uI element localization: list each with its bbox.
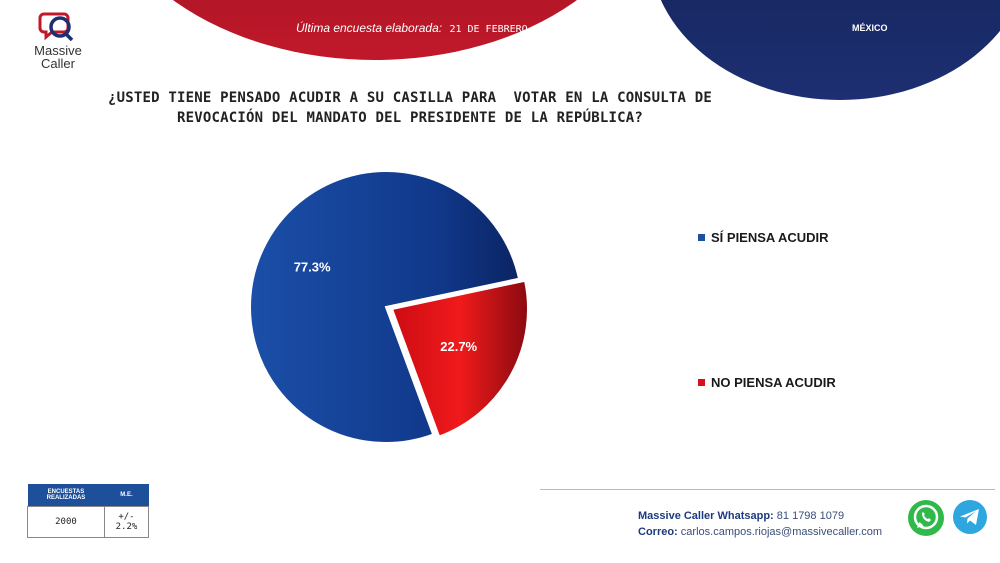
logo-text-caller: Caller bbox=[41, 56, 75, 71]
pie-slice-si bbox=[249, 170, 521, 444]
pie-labels: 77.3% 22.7% bbox=[294, 259, 478, 353]
country-label: MÉXICO bbox=[852, 23, 888, 33]
survey-question: ¿USTED TIENE PENSADO ACUDIR A SU CASILLA… bbox=[30, 88, 790, 128]
survey-date-label: Última encuesta elaborada: bbox=[296, 21, 443, 35]
whatsapp-icon[interactable] bbox=[907, 499, 945, 537]
logo-text-massive: Massive bbox=[34, 43, 82, 58]
contact-whatsapp-row: Massive Caller Whatsapp: 81 1798 1079 bbox=[638, 508, 882, 524]
legend-item-si: SÍ PIENSA ACUDIR bbox=[698, 230, 829, 245]
legend-label-si: SÍ PIENSA ACUDIR bbox=[711, 230, 829, 245]
legend-item-no: NO PIENSA ACUDIR bbox=[698, 375, 836, 390]
legend-swatch-no bbox=[698, 379, 705, 386]
email-address[interactable]: carlos.campos.riojas@massivecaller.com bbox=[680, 526, 883, 538]
massive-caller-logo: Massive Caller bbox=[18, 10, 98, 80]
contact-email-row: Correo: carlos.campos.riojas@massivecall… bbox=[638, 524, 882, 540]
legend-label-no: NO PIENSA ACUDIR bbox=[711, 375, 836, 390]
table-header-encuestas: ENCUESTAS REALIZADAS bbox=[27, 484, 105, 507]
logo-icon bbox=[38, 12, 74, 42]
email-label: Correo: bbox=[638, 526, 678, 538]
telegram-icon[interactable] bbox=[952, 499, 988, 535]
pie-slice-no bbox=[390, 279, 529, 438]
whatsapp-label: Massive Caller Whatsapp: bbox=[638, 510, 774, 522]
survey-date-value: 21 DE FEBRERO DEL 2022 bbox=[449, 24, 582, 35]
whatsapp-number[interactable]: 81 1798 1079 bbox=[776, 510, 845, 522]
sample-table: ENCUESTAS REALIZADAS M.E. 2000 +/- 2.2% bbox=[27, 484, 150, 538]
table-value-encuestas: 2000 bbox=[27, 506, 105, 538]
survey-date: Última encuesta elaborada: 21 DE FEBRERO… bbox=[296, 21, 582, 35]
question-line-2: REVOCACIÓN DEL MANDATO DEL PRESIDENTE DE… bbox=[177, 110, 643, 126]
question-line-1: ¿USTED TIENE PENSADO ACUDIR A SU CASILLA… bbox=[107, 90, 712, 106]
table-header-me: M.E. bbox=[104, 484, 149, 507]
legend-swatch-si bbox=[698, 234, 705, 241]
pie-slices bbox=[249, 170, 529, 444]
data-label-si: 77.3% bbox=[294, 259, 331, 274]
contact-info: Massive Caller Whatsapp: 81 1798 1079 Co… bbox=[638, 508, 882, 540]
table-value-me: +/- 2.2% bbox=[103, 506, 150, 538]
footer-divider bbox=[540, 489, 995, 490]
data-label-no: 22.7% bbox=[440, 339, 477, 354]
